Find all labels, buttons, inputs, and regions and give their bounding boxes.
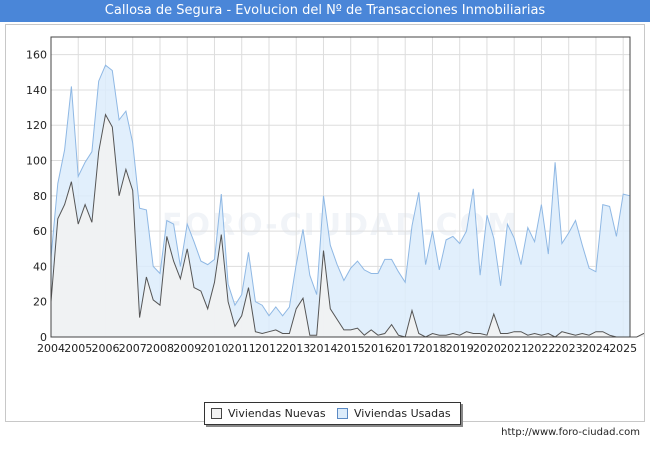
x-tick-label: 2020 (473, 342, 501, 355)
x-tick-label: 2025 (609, 342, 637, 355)
y-tick-label: 140 (26, 84, 47, 97)
series-nuevas-area (51, 114, 644, 337)
legend-swatch-nuevas (211, 408, 222, 419)
x-tick-label: 2005 (64, 342, 92, 355)
series-nuevas-line (50, 113, 644, 338)
x-tick-label: 2012 (255, 342, 283, 355)
y-tick-label: 0 (40, 331, 47, 344)
y-tick-label: 20 (33, 296, 47, 309)
chart-frame: FORO-CIUDAD.COM 0 20 40 60 80 100 120 140 160 2004… (5, 24, 645, 425)
legend: Viviendas Nuevas Viviendas Usadas (204, 402, 461, 425)
x-tick-label: 2021 (500, 342, 528, 355)
x-tick-label: 2009 (173, 342, 201, 355)
x-tick-label: 2019 (446, 342, 474, 355)
x-tick-label: 2023 (555, 342, 583, 355)
y-tick-label: 160 (26, 49, 47, 62)
y-tick-label: 80 (33, 190, 47, 203)
plot-border (50, 36, 631, 338)
x-tick-label: 2006 (91, 342, 119, 355)
x-tick-label: 2010 (200, 342, 228, 355)
x-tick-label: 2016 (364, 342, 392, 355)
y-tick-label: 120 (26, 119, 47, 132)
x-tick-label: 2015 (337, 342, 365, 355)
x-tick-label: 2022 (527, 342, 555, 355)
y-tick-label: 60 (33, 225, 47, 238)
chart-title: Callosa de Segura - Evolucion del Nº de … (0, 0, 650, 22)
series-usadas-line (50, 64, 631, 317)
footer-url[interactable]: http://www.foro-ciudad.com (501, 427, 640, 438)
x-tick-label: 2013 (282, 342, 310, 355)
legend-label-nuevas: Viviendas Nuevas (228, 407, 326, 420)
x-tick-label: 2007 (119, 342, 147, 355)
x-tick-label: 2008 (146, 342, 174, 355)
x-tick-label: 2024 (582, 342, 610, 355)
y-tick-label: 100 (26, 155, 47, 168)
series-usadas-area (51, 65, 630, 337)
chart-area: FORO-CIUDAD.COM0204060801001201401602004… (26, 36, 644, 355)
x-tick-label: 2014 (309, 342, 337, 355)
x-tick-label: 2004 (37, 342, 65, 355)
x-tick-label: 2018 (418, 342, 446, 355)
legend-label-usadas: Viviendas Usadas (354, 407, 451, 420)
y-tick-label: 40 (33, 260, 47, 273)
legend-swatch-usadas (337, 408, 348, 419)
x-tick-label: 2017 (391, 342, 419, 355)
x-tick-label: 2011 (228, 342, 256, 355)
